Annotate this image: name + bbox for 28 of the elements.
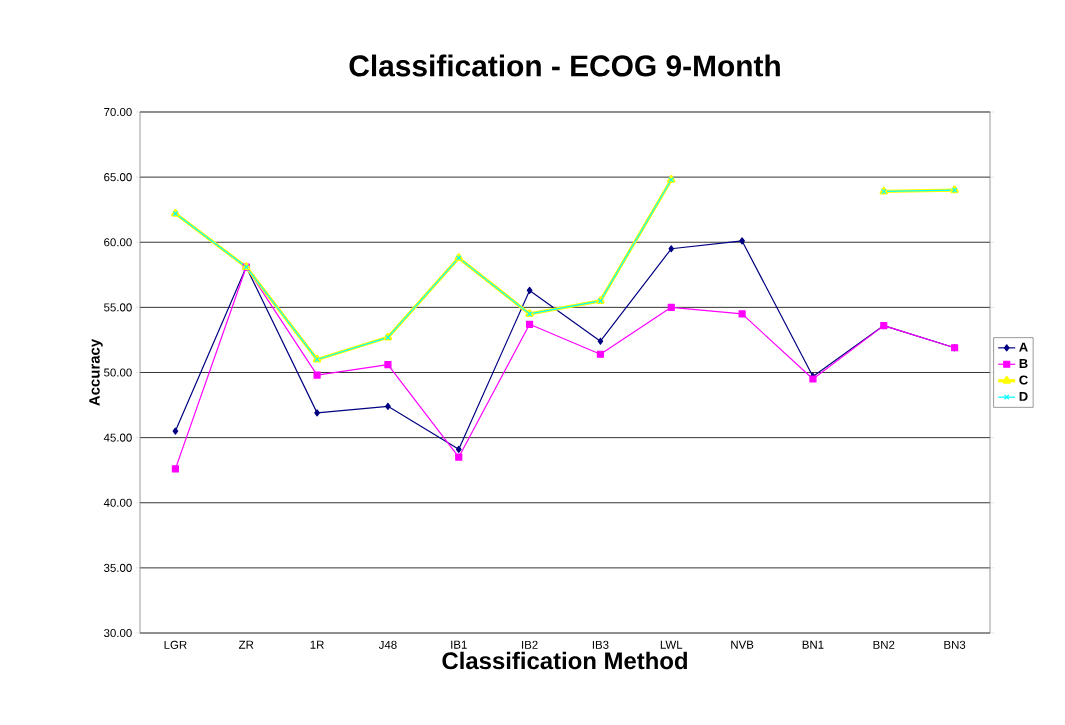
x-tick-label: 1R (310, 640, 324, 649)
y-tick-label: 45.00 (103, 433, 132, 442)
x-tick-label: LGR (164, 640, 187, 649)
x-tick-label: IB1 (451, 640, 467, 649)
x-axis-title: Classification Method (442, 651, 687, 670)
legend-label: A (1019, 342, 1028, 352)
x-tick-label: IB3 (592, 640, 609, 649)
legend-label: D (1019, 391, 1028, 401)
legend-label: B (1019, 359, 1028, 368)
y-tick-label: 55.00 (104, 303, 132, 312)
y-tick-label: 50.00 (104, 368, 132, 377)
x-tick-label: IB2 (522, 640, 538, 649)
x-tick-label: BN1 (802, 640, 824, 649)
x-tick-label: ZR (238, 640, 254, 649)
y-tick-label: 30.00 (104, 628, 132, 638)
y-tick-label: 70.00 (104, 107, 132, 117)
x-tick-label: BN3 (944, 640, 966, 649)
x-tick-label: NVB (731, 640, 754, 649)
x-tick-label: LWL (660, 640, 683, 649)
y-tick-label: 60.00 (104, 238, 132, 247)
chart-title: Classification - ECOG 9-Month (349, 54, 780, 77)
y-tick-label: 35.00 (104, 563, 132, 572)
x-tick-label: BN2 (873, 640, 895, 649)
y-tick-label: 65.00 (104, 173, 132, 182)
legend-label: C (1019, 375, 1028, 385)
x-tick-label: J48 (378, 640, 397, 649)
y-tick-label: 40.00 (103, 498, 132, 507)
y-axis-title: Accuracy (89, 338, 103, 406)
